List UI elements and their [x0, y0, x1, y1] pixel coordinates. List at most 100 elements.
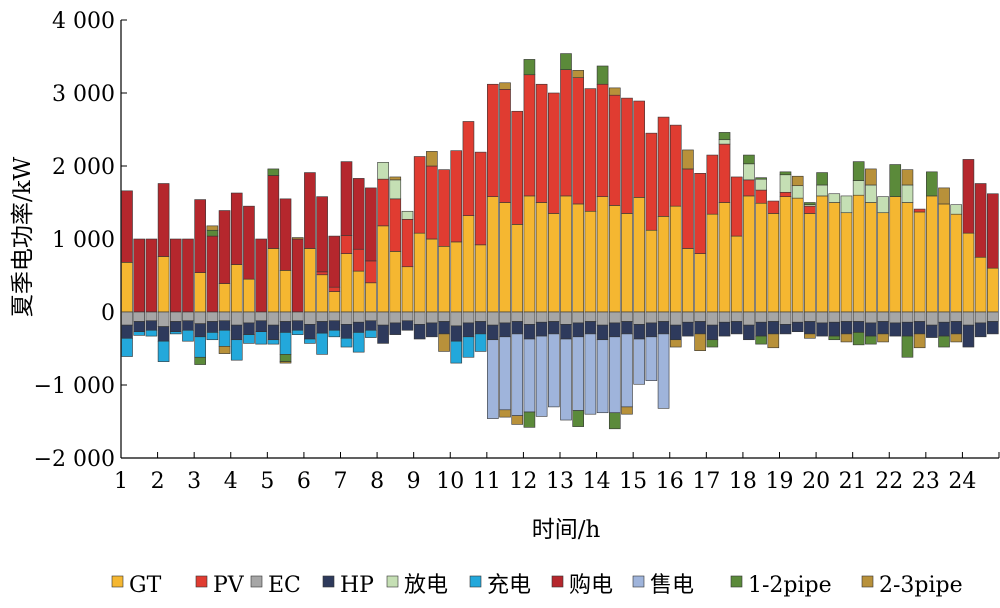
bar-segment-EC — [206, 311, 219, 322]
bar-segment-EC — [499, 311, 511, 324]
bar-segment-2-3pipe — [682, 149, 694, 170]
bar-segment-充电 — [243, 334, 255, 344]
bars-layer — [121, 53, 999, 430]
bar-segment-EC — [816, 311, 828, 324]
legend-swatch-PV — [195, 575, 208, 588]
bar-segment-PV — [730, 176, 743, 237]
legend-label: GT — [129, 573, 162, 598]
bar-segment-GT — [608, 205, 621, 313]
bar-segment-PV — [426, 165, 438, 240]
bar-segment-购电 — [121, 190, 133, 263]
bar-segment-充电 — [206, 332, 219, 341]
bar-segment-HP — [121, 324, 133, 339]
y-tick-label: −1 000 — [34, 374, 115, 399]
bar-segment-GT — [157, 256, 170, 313]
bar-segment-EC — [987, 311, 999, 322]
bar-segment-GT — [718, 202, 731, 313]
bar-segment-EC — [560, 311, 572, 325]
bar-segment-充电 — [255, 331, 267, 345]
bar-segment-EC — [657, 311, 670, 322]
bar-segment-2-3pipe — [218, 346, 231, 354]
x-tick-label: 19 — [766, 469, 794, 494]
bar-segment-HP — [352, 321, 365, 333]
bar-segment-EC — [608, 311, 621, 324]
bar-segment-充电 — [133, 331, 145, 336]
bar-segment-GT — [267, 248, 280, 313]
bar-segment-HP — [157, 326, 170, 342]
legend-label: HP — [340, 573, 374, 598]
bar-segment-PV — [389, 198, 402, 252]
x-tick-label: 3 — [187, 469, 201, 494]
x-tick-label: 24 — [948, 469, 976, 494]
bar-segment-PV — [316, 271, 328, 276]
bar-segment-HP — [962, 324, 975, 348]
bar-segment-GT — [791, 197, 804, 313]
bar-segment-GT — [413, 232, 426, 313]
bar-segment-售电 — [535, 335, 548, 417]
x-tick-label: 21 — [839, 469, 867, 494]
bar-segment-GT — [962, 232, 975, 313]
bar-segment-EC — [218, 311, 231, 322]
bar-segment-EC — [828, 311, 841, 323]
bar-segment-GT — [548, 213, 560, 313]
bar-segment-GT — [596, 196, 609, 313]
bar-segment-EC — [596, 311, 609, 326]
bar-segment-1-2pipe — [852, 332, 865, 346]
bar-segment-购电 — [218, 210, 231, 284]
x-tick-label: 20 — [802, 469, 830, 494]
x-tick-label: 9 — [407, 469, 421, 494]
bar-segment-EC — [852, 311, 865, 322]
bar-segment-EC — [584, 311, 597, 322]
bar-segment-HP — [560, 324, 572, 340]
bar-segment-购电 — [340, 161, 353, 236]
legend-swatch-购电 — [551, 575, 564, 588]
bar-segment-GT — [682, 248, 694, 313]
bar-segment-HP — [304, 324, 316, 340]
y-tick-label: 3 000 — [52, 82, 115, 107]
bar-segment-充电 — [365, 329, 377, 338]
bar-segment-GT — [218, 283, 231, 313]
bar-segment-GT — [365, 282, 377, 313]
bar-segment-HP — [279, 321, 292, 333]
x-tick-label: 11 — [473, 469, 501, 494]
bar-segment-HP — [218, 320, 231, 331]
bar-segment-PV — [487, 83, 499, 197]
bar-segment-1-2pipe — [194, 356, 206, 365]
bar-segment-EC — [121, 311, 133, 326]
bar-segment-放电 — [865, 184, 877, 203]
bar-segment-购电 — [304, 172, 316, 249]
bar-segment-充电 — [230, 339, 243, 361]
bar-segment-EC — [291, 311, 304, 322]
bar-segment-1-2pipe — [755, 335, 767, 345]
bar-segment-1-2pipe — [804, 202, 816, 205]
legend-label: 充电 — [487, 573, 531, 598]
bar-segment-HP — [499, 322, 511, 338]
bar-segment-GT — [730, 235, 743, 313]
bar-segment-EC — [718, 311, 731, 323]
bar-segment-EC — [706, 311, 719, 326]
bar-segment-EC — [669, 311, 682, 326]
bar-segment-EC — [962, 311, 975, 326]
bar-segment-2-3pipe — [511, 415, 524, 425]
bar-segment-PV — [462, 121, 475, 216]
bar-segment-购电 — [243, 205, 255, 280]
bar-segment-PV — [450, 150, 463, 243]
bar-segment-1-2pipe — [267, 168, 280, 176]
bar-segment-购电 — [267, 175, 280, 249]
bar-segment-HP — [584, 321, 597, 335]
bar-segment-HP — [487, 324, 499, 341]
y-axis-label: 夏季电功率/kW — [10, 156, 36, 317]
bar-segment-HP — [511, 321, 524, 335]
bar-segment-EC — [328, 311, 341, 322]
bar-segment-EC — [767, 311, 780, 322]
bar-segment-2-3pipe — [608, 87, 621, 96]
x-tick-label: 12 — [509, 469, 537, 494]
bar-segment-GT — [438, 246, 450, 313]
bar-segment-EC — [426, 311, 438, 324]
bar-segment-GT — [450, 241, 463, 313]
bar-segment-HP — [852, 321, 865, 333]
bar-segment-2-3pipe — [279, 361, 292, 364]
bar-segment-PV — [913, 208, 926, 213]
bar-segment-EC — [279, 311, 292, 322]
